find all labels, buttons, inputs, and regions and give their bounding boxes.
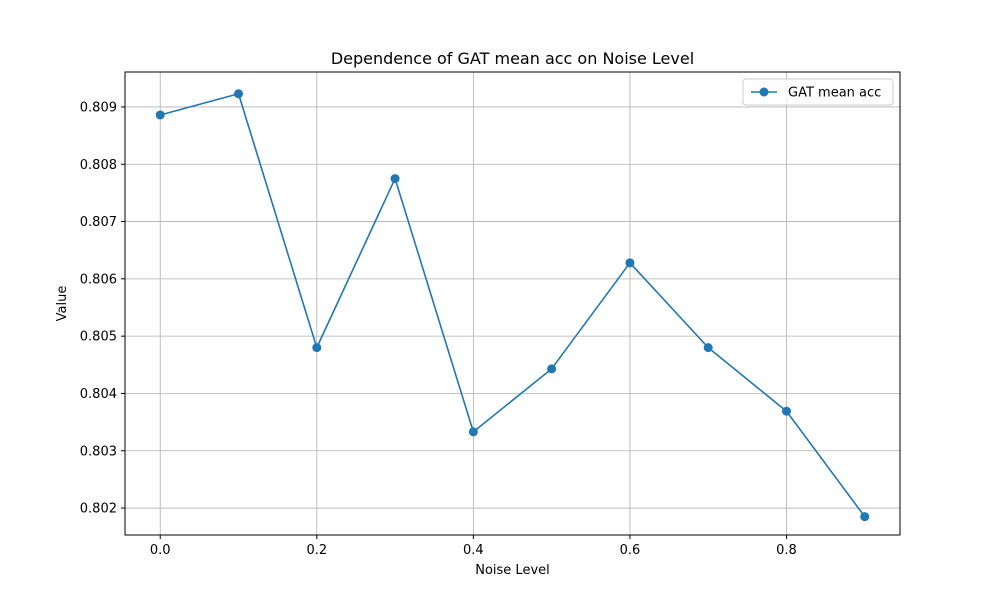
legend-marker bbox=[759, 87, 769, 97]
series-layer bbox=[155, 89, 870, 522]
data-point bbox=[234, 89, 244, 99]
y-tick-label: 0.803 bbox=[80, 444, 117, 459]
data-point bbox=[312, 343, 322, 353]
y-tick-label: 0.802 bbox=[80, 502, 117, 517]
grid bbox=[125, 72, 900, 535]
plot-area-frame bbox=[124, 71, 901, 536]
y-tick-label: 0.805 bbox=[80, 330, 117, 345]
y-tick-label: 0.808 bbox=[80, 158, 117, 173]
data-point bbox=[390, 174, 400, 184]
y-tick-label: 0.807 bbox=[80, 215, 117, 230]
data-point bbox=[625, 258, 635, 268]
data-point bbox=[703, 343, 713, 353]
x-axis-label: Noise Level bbox=[475, 563, 550, 578]
axis-ticks: 0.0 0.2 0.4 0.6 0.8 0.802 0.803 0.804 0.805 0.806… bbox=[80, 100, 797, 558]
y-axis-label: Value bbox=[55, 286, 70, 322]
data-point bbox=[155, 110, 165, 120]
x-tick-label: 0.8 bbox=[776, 543, 797, 558]
x-tick-label: 0.4 bbox=[463, 543, 484, 558]
series-line bbox=[160, 92, 866, 518]
x-tick-label: 0.2 bbox=[306, 543, 327, 558]
x-tick-label: 0.6 bbox=[620, 543, 641, 558]
data-point bbox=[468, 427, 478, 437]
legend: GAT mean acc bbox=[742, 78, 894, 106]
data-point bbox=[547, 364, 557, 374]
y-tick-label: 0.806 bbox=[80, 272, 117, 287]
chart-title: Dependence of GAT mean acc on Noise Leve… bbox=[331, 49, 694, 68]
legend-box bbox=[742, 78, 894, 106]
data-point bbox=[781, 406, 791, 416]
legend-label: GAT mean acc bbox=[788, 86, 881, 101]
x-tick-label: 0.0 bbox=[150, 543, 171, 558]
y-tick-label: 0.804 bbox=[80, 387, 117, 402]
y-tick-label: 0.809 bbox=[80, 100, 117, 115]
data-point bbox=[860, 512, 870, 522]
